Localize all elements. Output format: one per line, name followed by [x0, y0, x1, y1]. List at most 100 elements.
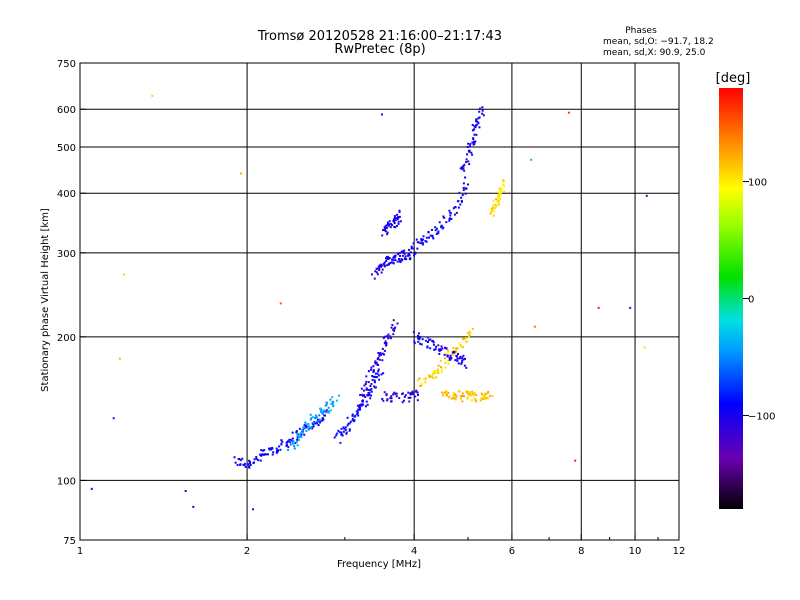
scatter-point: [464, 187, 467, 190]
scatter-point: [349, 420, 352, 423]
scatter-point: [385, 342, 388, 345]
scatter-point: [369, 385, 372, 388]
scatter-point: [495, 198, 498, 201]
scatter-point: [368, 393, 371, 396]
scatter-point: [266, 453, 269, 456]
scatter-point: [279, 448, 282, 451]
scatter-point: [437, 371, 440, 374]
scatter-point: [291, 437, 294, 440]
colorbar-tick-label: −100: [748, 411, 775, 422]
scatter-point: [407, 253, 410, 256]
scatter-point: [287, 446, 290, 449]
scatter-point: [419, 385, 422, 388]
scatter-point: [444, 366, 447, 369]
scatter-point: [366, 403, 369, 406]
scatter-point: [268, 447, 271, 450]
scatter-point: [442, 226, 445, 229]
scatter-point: [356, 413, 359, 416]
scatter-point: [474, 400, 477, 403]
scatter-point: [303, 433, 306, 436]
scatter-point: [431, 234, 434, 237]
scatter-point: [457, 362, 460, 365]
scatter-point: [372, 370, 375, 373]
scatter-point: [386, 399, 389, 402]
scatter-point: [345, 431, 348, 434]
scatter-point: [371, 375, 374, 378]
scatter-point: [452, 396, 455, 399]
scatter-point: [401, 254, 404, 257]
scatter-point: [376, 358, 379, 361]
scatter-point: [300, 436, 303, 439]
scatter-point: [431, 228, 434, 231]
scatter-point: [346, 416, 349, 419]
scatter-point: [304, 426, 307, 429]
scatter-point: [490, 210, 493, 213]
scatter-point: [259, 453, 262, 456]
scatter-point: [446, 349, 449, 352]
scatter-point: [378, 358, 381, 361]
scatter-point: [465, 366, 468, 369]
scatter-point: [462, 186, 465, 189]
scatter-point: [460, 395, 463, 398]
scatter-point: [456, 353, 459, 356]
scatter-point: [455, 350, 458, 353]
scatter-point: [438, 221, 441, 224]
scatter-point: [466, 395, 469, 398]
scatter-point: [252, 462, 255, 465]
scatter-point: [460, 362, 463, 365]
scatter-point: [389, 397, 392, 400]
scatter-point: [309, 418, 312, 421]
scatter-point: [414, 251, 417, 254]
scatter-point: [370, 368, 373, 371]
scatter-point: [291, 440, 294, 443]
scatter-point: [353, 419, 356, 422]
scatter-point: [388, 257, 391, 260]
scatter-point: [416, 399, 419, 402]
scatter-point: [411, 390, 414, 393]
scatter-point: [151, 94, 154, 97]
scatter-point: [429, 338, 432, 341]
colorbar-ticks: 100 0 −100: [743, 178, 775, 422]
x-axis-ticks: 1 2 4 6 8 10 12: [77, 534, 686, 557]
scatter-point: [345, 432, 348, 435]
scatter-point: [389, 226, 392, 229]
scatter-point: [404, 394, 407, 397]
scatter-point: [112, 417, 115, 420]
scatter-point: [382, 263, 385, 266]
scatter-point: [366, 394, 369, 397]
scatter-point: [471, 141, 474, 144]
x-tick-label: 12: [673, 546, 686, 557]
scatter-point: [398, 210, 401, 213]
scatter-point: [335, 399, 338, 402]
scatter-point: [319, 410, 322, 413]
scatter-point: [374, 361, 377, 364]
scatter-point: [380, 113, 383, 116]
scatter-point: [386, 264, 389, 267]
scatter-point: [247, 463, 250, 466]
scatter-point: [488, 394, 491, 397]
scatter-point: [323, 409, 326, 412]
scatter-point: [445, 392, 448, 395]
y-tick-label: 600: [57, 105, 76, 116]
scatter-point: [359, 393, 362, 396]
scatter-point: [454, 348, 457, 351]
scatter-point: [460, 196, 463, 199]
scatter-point: [376, 273, 379, 276]
scatter-point: [414, 395, 417, 398]
scatter-point: [321, 419, 324, 422]
y-tick-label: 75: [63, 536, 76, 547]
scatter-point: [474, 392, 477, 395]
scatter-point: [391, 324, 394, 327]
scatter-point: [416, 379, 419, 382]
scatter-point: [370, 366, 373, 369]
scatter-point: [348, 428, 351, 431]
scatter-point: [464, 340, 467, 343]
scatter-point: [479, 399, 482, 402]
scatter-point: [440, 345, 443, 348]
scatter-point: [387, 333, 390, 336]
scatter-point: [462, 337, 465, 340]
scatter-point: [279, 302, 282, 305]
scatter-point: [434, 226, 437, 229]
scatter-point: [497, 190, 500, 193]
scatter-point: [460, 166, 463, 169]
